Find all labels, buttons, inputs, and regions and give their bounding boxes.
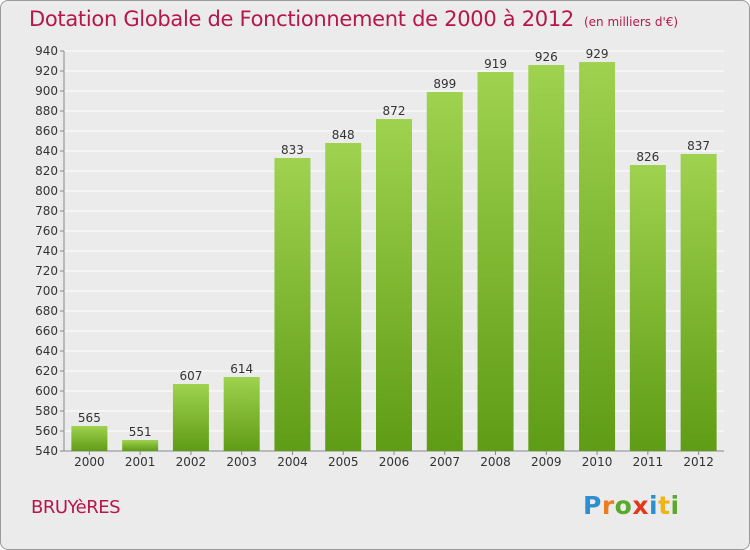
logo-letter: i (649, 491, 659, 520)
x-tick-label: 2007 (429, 455, 460, 469)
y-tick-label: 680 (35, 304, 58, 318)
x-tick-label: 2012 (683, 455, 714, 469)
logo-letter: t (658, 491, 671, 520)
bar (579, 62, 616, 451)
bars (71, 62, 717, 451)
y-tick-label: 540 (35, 444, 58, 458)
y-tick-label: 880 (35, 104, 58, 118)
data-label: 607 (179, 369, 202, 383)
bar (122, 440, 159, 451)
y-tick-label: 860 (35, 124, 58, 138)
x-tick-label: 2002 (176, 455, 207, 469)
y-tick-label: 700 (35, 284, 58, 298)
x-tick-label: 2003 (226, 455, 257, 469)
logo-letter: r (601, 491, 615, 520)
bar (71, 426, 108, 451)
data-label: 899 (433, 77, 456, 91)
data-label: 872 (383, 104, 406, 118)
y-tick-label: 940 (35, 44, 58, 58)
bar (172, 384, 209, 451)
bar (528, 65, 565, 451)
y-tick-label: 920 (35, 64, 58, 78)
y-tick-label: 840 (35, 144, 58, 158)
x-tick-label: 2008 (480, 455, 511, 469)
x-tick-label: 2005 (328, 455, 359, 469)
data-label: 919 (484, 57, 507, 71)
data-label: 929 (586, 47, 609, 61)
data-label: 926 (535, 50, 558, 64)
x-tick-label: 2004 (277, 455, 308, 469)
y-tick-label: 900 (35, 84, 58, 98)
bar (680, 154, 717, 451)
x-tick-label: 2011 (633, 455, 664, 469)
y-tick-label: 580 (35, 404, 58, 418)
x-tick-label: 2010 (582, 455, 613, 469)
x-tick-label: 2001 (125, 455, 156, 469)
x-tick-label: 2009 (531, 455, 562, 469)
logo-letter: P (583, 491, 602, 520)
logo-letter: i (670, 491, 680, 520)
bar (629, 165, 666, 451)
logo-letter: o (614, 491, 633, 520)
x-tick-label: 2000 (74, 455, 105, 469)
data-label: 551 (129, 425, 152, 439)
proxiti-logo[interactable]: Proxiti (583, 491, 680, 520)
bar (376, 119, 412, 451)
y-tick-label: 620 (35, 364, 58, 378)
y-tick-label: 800 (35, 184, 58, 198)
y-tick-label: 740 (35, 244, 58, 258)
unit-text: (en milliers d'€) (583, 15, 679, 29)
y-tick-label: 760 (35, 224, 58, 238)
y-tick-label: 720 (35, 264, 58, 278)
y-tick-label: 600 (35, 384, 58, 398)
y-tick-label: 560 (35, 424, 58, 438)
y-tick-label: 820 (35, 164, 58, 178)
data-label: 614 (230, 362, 253, 376)
y-tick-label: 780 (35, 204, 58, 218)
chart-title: Dotation Globale de Fonctionnement de 20… (29, 7, 678, 31)
bar (477, 72, 514, 451)
data-label: 837 (687, 139, 710, 153)
bar (223, 377, 260, 451)
y-tick-label: 660 (35, 324, 58, 338)
data-label: 848 (332, 128, 355, 142)
bar (426, 92, 463, 451)
y-tick-label: 640 (35, 344, 58, 358)
bar (325, 143, 362, 451)
data-label: 826 (636, 150, 659, 164)
commune-name: BRUYèRES (31, 497, 121, 518)
bar (274, 158, 311, 451)
data-labels: 565 551 607 614 833 848 872 899 919 926 929 826 837 (78, 47, 710, 439)
data-label: 565 (78, 411, 101, 425)
data-label: 833 (281, 143, 304, 157)
x-tick-label: 2006 (379, 455, 410, 469)
title-text: Dotation Globale de Fonctionnement de 20… (29, 7, 574, 31)
logo-letter: x (632, 491, 649, 520)
